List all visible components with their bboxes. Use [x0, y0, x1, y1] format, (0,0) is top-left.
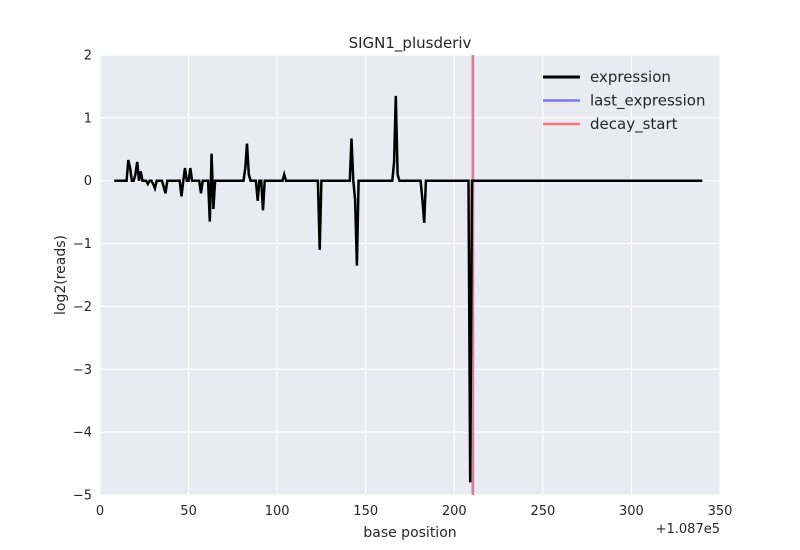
plot-background — [100, 55, 720, 495]
legend-label-last-expression: last_expression — [590, 92, 705, 111]
y-ticks: −5 −4 −3 −2 −1 0 1 2 — [73, 49, 92, 504]
x-tick-label: 50 — [180, 504, 197, 519]
y-tick-label: −4 — [73, 426, 92, 441]
x-tick-label: 0 — [96, 504, 104, 519]
x-offset-label: +1.087e5 — [656, 522, 720, 537]
x-axis-label: base position — [363, 525, 456, 541]
y-axis-label: log2(reads) — [53, 235, 69, 315]
y-tick-label: 2 — [84, 49, 92, 64]
legend-label-decay-start: decay_start — [590, 115, 678, 134]
x-tick-label: 200 — [442, 504, 467, 519]
y-tick-label: −5 — [73, 489, 92, 504]
y-tick-label: −2 — [73, 300, 92, 315]
x-ticks: 0 50 100 150 200 250 300 350 — [96, 504, 733, 519]
x-tick-label: 100 — [265, 504, 290, 519]
y-tick-label: −1 — [73, 237, 92, 252]
series-lines — [114, 95, 703, 483]
x-tick-label: 300 — [619, 504, 644, 519]
y-tick-label: 0 — [84, 174, 92, 189]
legend: expression last_expression decay_start — [543, 68, 705, 134]
legend-label-expression: expression — [590, 68, 671, 86]
y-tick-label: −3 — [73, 363, 92, 378]
y-tick-label: 1 — [84, 111, 92, 126]
x-tick-label: 350 — [708, 504, 733, 519]
series-expression-line — [114, 95, 703, 483]
x-tick-label: 250 — [530, 504, 555, 519]
x-tick-label: 150 — [353, 504, 378, 519]
chart-title: SIGN1_plusderiv — [349, 34, 472, 53]
